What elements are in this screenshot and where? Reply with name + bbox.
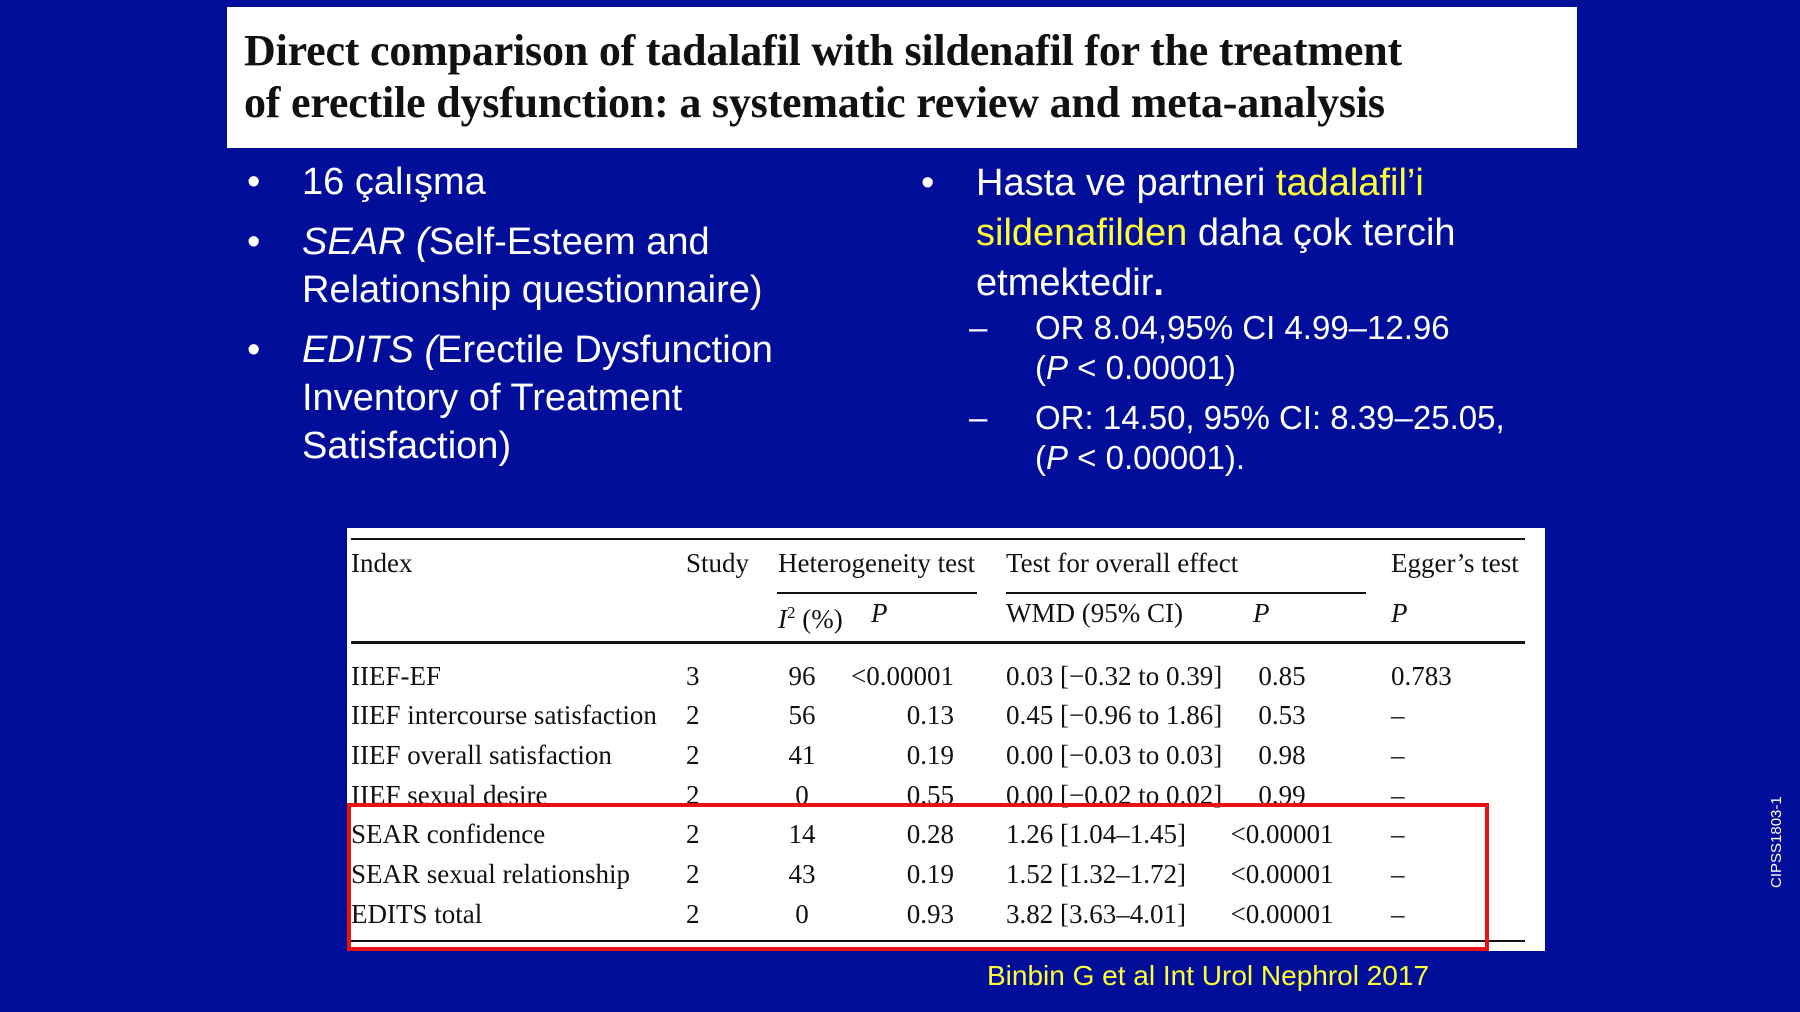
title-box: Direct comparison of tadalafil with sild… [227,7,1577,148]
left-bullet-2: • SEAR (Self-Esteem and Relationship ques… [237,218,837,314]
cell-i2: 0 [795,780,809,810]
header-study: Study [686,548,750,578]
cell-p-heterogeneity: 0.93 [906,899,954,929]
title-line-2: of erectile dysfunction: a systematic re… [244,78,1385,127]
cell-egger-p: – [1391,780,1405,810]
left-bullet-3: • EDITS (Erectile Dysfunction Inventory o… [237,326,837,470]
bullet-icon: • [247,161,261,203]
header-egger: Egger’s test [1391,548,1519,578]
right-bullet: • Hasta ve partneri tadalafil’i sildenafi… [911,158,1551,478]
side-code: CIPSS1803-1 [1768,796,1785,888]
cell-p-overall: 0.85 [1258,661,1306,691]
header-index: Index [351,548,413,578]
sub-bullet-1: – OR 8.04,95% CI 4.99–12.96 (P < 0.00001) [969,309,1450,386]
sub-bullet-2: – OR: 14.50, 95% CI: 8.39–25.05, (P < 0.00… [969,399,1505,476]
header-heterogeneity: Heterogeneity test [778,548,976,578]
cell-i2: 14 [788,819,816,849]
cell-study: 2 [686,700,700,730]
cell-study: 2 [686,899,700,929]
cell-p-overall: 0.53 [1258,700,1306,730]
cell-study: 2 [686,819,700,849]
header-p-egger: P [1391,598,1408,628]
cell-p-heterogeneity: 0.13 [906,700,954,730]
cell-study: 2 [686,740,700,770]
cell-egger-p: – [1391,819,1405,849]
cell-index: EDITS total [351,899,483,929]
cell-study: 3 [686,661,700,691]
cell-egger-p: – [1391,899,1405,929]
cell-study: 2 [686,859,700,889]
highlight-text: tadalafil’i sildenafilden [976,162,1424,254]
cell-i2: 41 [788,740,816,770]
cell-index: SEAR confidence [351,819,546,849]
header-p-heterogeneity: P [871,598,888,628]
cell-egger-p: – [1391,859,1405,889]
header-i2: I2 (%) [778,603,843,634]
left-bullet-1: • 16 çalışma [237,158,837,206]
cell-index: IIEF overall satisfaction [351,740,612,770]
cell-p-heterogeneity: <0.00001 [851,661,954,691]
header-overall-effect: Test for overall effect [1006,548,1239,578]
cell-wmd: 3.82 [3.63–4.01] [1006,899,1186,929]
results-table: Index Study Heterogeneity test Test for … [347,528,1545,951]
cell-p-heterogeneity: 0.19 [906,859,954,889]
cell-index: IIEF intercourse satisfaction [351,700,657,730]
header-wmd: WMD (95% CI) [1006,598,1183,628]
bullet-icon: • [247,221,261,263]
table-bottom-rule [351,940,1525,942]
cell-egger-p: – [1391,700,1405,730]
left-bullet-list: • 16 çalışma • SEAR (Self-Esteem and Relat… [237,158,837,482]
citation: Binbin G et al Int Urol Nephrol 2017 [987,960,1430,991]
cell-wmd: 1.26 [1.04–1.45] [1006,819,1186,849]
cell-wmd: 0.45 [−0.96 to 1.86] [1006,700,1223,730]
highlight-box [347,803,1489,951]
cell-p-heterogeneity: 0.19 [906,740,954,770]
dash-icon: – [969,309,988,346]
cell-p-heterogeneity: 0.28 [906,819,954,849]
dash-icon: – [969,399,988,436]
overall-effect-rule [1006,592,1366,594]
cell-wmd: 1.52 [1.32–1.72] [1006,859,1186,889]
cell-i2: 96 [788,661,816,691]
cell-i2: 43 [788,859,816,889]
cell-index: IIEF-EF [351,661,441,691]
cell-study: 2 [686,780,700,810]
cell-wmd: 0.03 [−0.32 to 0.39] [1006,661,1223,691]
heterogeneity-rule [777,592,977,594]
cell-p-overall: <0.00001 [1230,899,1334,929]
cell-index: SEAR sexual relationship [351,859,630,889]
cell-egger-p: 0.783 [1391,661,1452,691]
cell-wmd: 0.00 [−0.03 to 0.03] [1006,740,1223,770]
cell-p-overall: 0.98 [1258,740,1306,770]
cell-i2: 0 [795,899,809,929]
bullet-icon: • [921,162,935,204]
bullet-icon: • [247,329,261,371]
header-bottom-rule [351,641,1525,644]
cell-p-overall: <0.00001 [1230,819,1334,849]
cell-i2: 56 [788,700,816,730]
right-bullet-list: • Hasta ve partneri tadalafil’i sildenafi… [911,158,1551,490]
title-line-1: Direct comparison of tadalafil with sild… [244,26,1402,75]
cell-p-overall: <0.00001 [1230,859,1334,889]
table-top-rule [351,538,1525,540]
cell-egger-p: – [1391,740,1405,770]
header-p-overall: P [1253,598,1270,628]
